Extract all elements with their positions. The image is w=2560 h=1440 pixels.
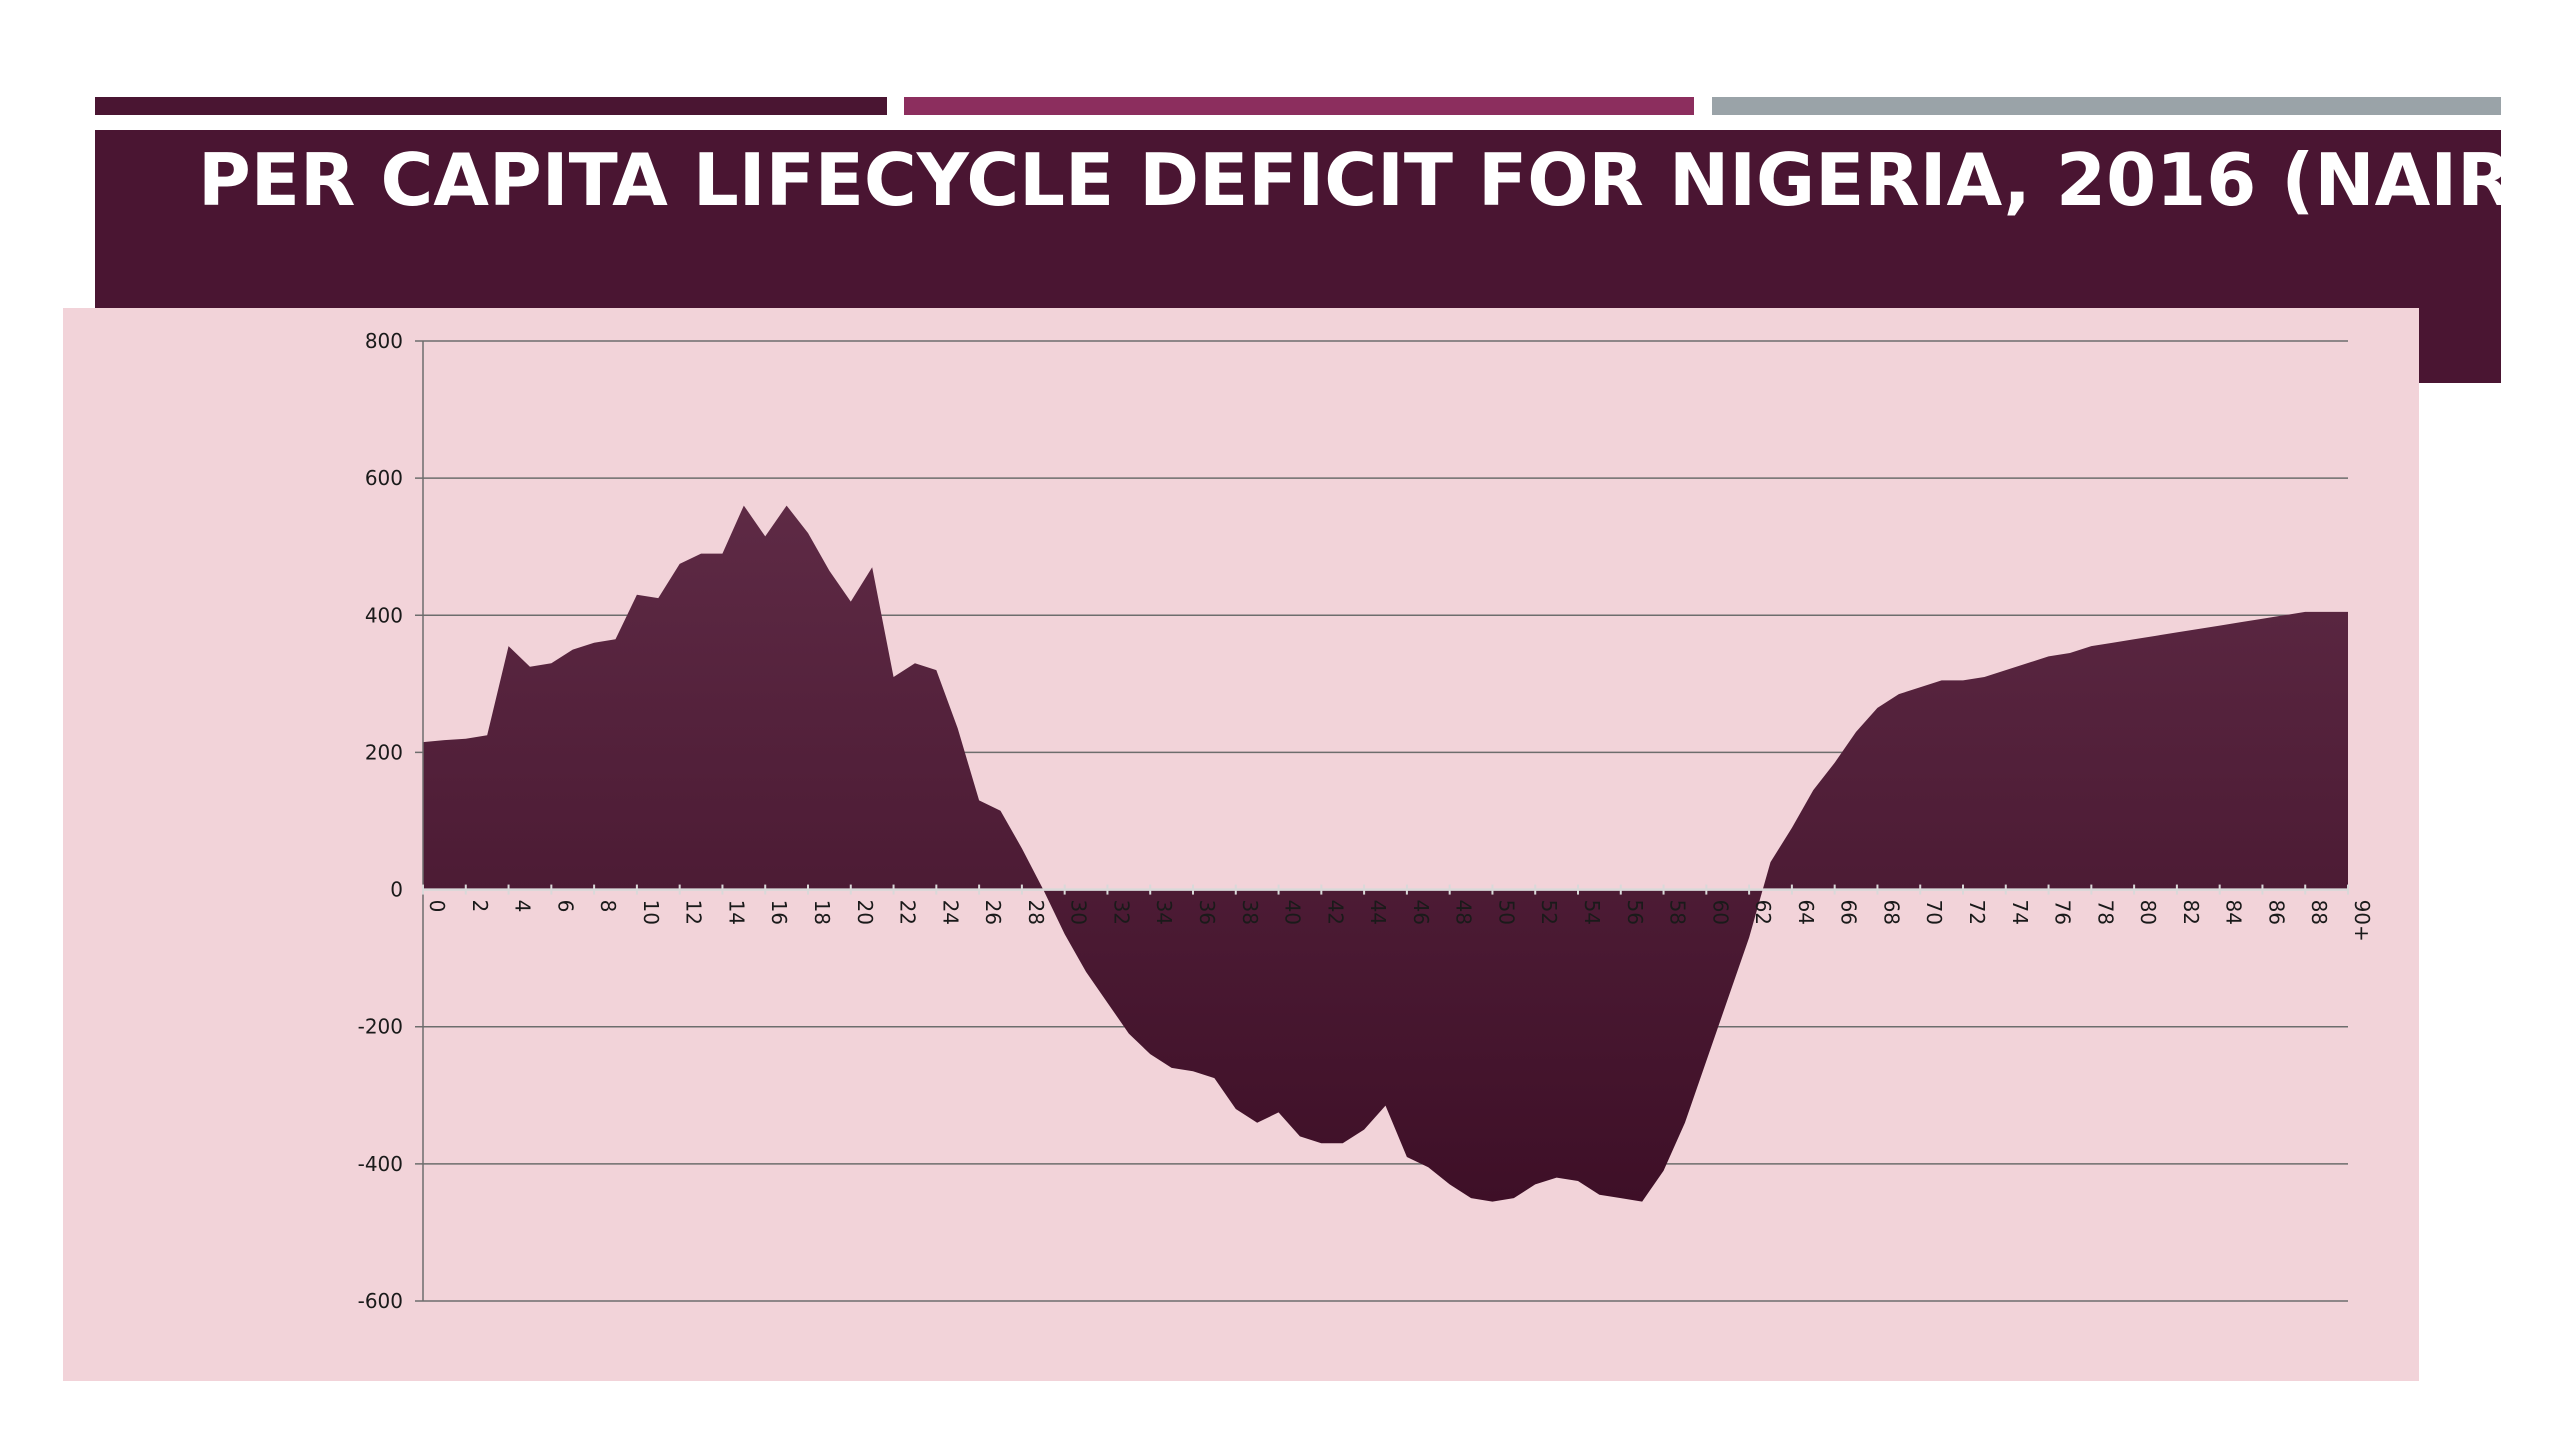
chart-panel: 800 600 400 200 0 -200 -400 -600 0 2 4 6 8 10 12 14 16 1… [63, 308, 2419, 1381]
x-tick-label: 14 [724, 900, 748, 925]
x-tick-label: 74 [2008, 900, 2032, 925]
slide-title: PER CAPITA LIFECYCLE DEFICIT FOR NIGERIA… [198, 138, 2560, 222]
x-tick-label: 12 [682, 900, 706, 925]
y-tick-labels: 800 600 400 200 0 -200 -400 -600 [358, 329, 403, 1313]
x-tick-label: 66 [1837, 900, 1861, 925]
x-tick-label: 82 [2179, 900, 2203, 925]
y-tick-label: 0 [390, 878, 403, 902]
x-tick-label: 30 [1067, 900, 1091, 925]
x-tick-label: 36 [1195, 900, 1219, 925]
x-tick-label: 88 [2307, 900, 2331, 925]
x-tick-label: 44 [1366, 900, 1390, 925]
x-tick-label: 24 [938, 900, 962, 925]
x-tick-label: 26 [981, 900, 1005, 925]
x-tick-label: 80 [2136, 900, 2160, 925]
x-tick-label: 70 [1922, 900, 1946, 925]
y-tick-label: -200 [358, 1015, 403, 1039]
x-tick-label: 86 [2264, 900, 2288, 925]
x-tick-label: 18 [810, 900, 834, 925]
x-tick-label: 50 [1494, 900, 1518, 925]
y-tick-label: 800 [365, 329, 403, 353]
x-tick-label: 4 [511, 900, 535, 913]
y-tick-label: 600 [365, 466, 403, 490]
x-tick-label: 90+ [2350, 900, 2374, 942]
x-tick-label: 84 [2222, 900, 2246, 925]
x-tick-label: 58 [1666, 900, 1690, 925]
x-tick-label: 20 [853, 900, 877, 925]
y-tick-label: 200 [365, 740, 403, 764]
x-tick-label: 72 [1965, 900, 1989, 925]
accent-bar-dark [95, 97, 887, 115]
x-tick-label: 16 [767, 900, 791, 925]
x-tick-label: 28 [1024, 900, 1048, 925]
x-tick-label: 76 [2051, 900, 2075, 925]
y-tick-label: -400 [358, 1152, 403, 1176]
y-tick-label: -600 [358, 1289, 403, 1313]
x-tick-label: 0 [425, 900, 449, 913]
x-tick-label: 56 [1623, 900, 1647, 925]
x-tick-label: 78 [2093, 900, 2117, 925]
accent-bar-magenta [904, 97, 1694, 115]
x-tick-label: 46 [1409, 900, 1433, 925]
x-tick-label: 40 [1281, 900, 1305, 925]
accent-bar-gray [1712, 97, 2501, 115]
x-tick-labels: 0 2 4 6 8 10 12 14 16 18 20 22 24 26 28 30 32 34 36 38 40 42 4… [425, 900, 2374, 942]
x-tick-label: 60 [1708, 900, 1732, 925]
x-tick-label: 10 [639, 900, 663, 925]
x-tick-label: 34 [1152, 900, 1176, 925]
x-tick-label: 68 [1879, 900, 1903, 925]
axes [422, 341, 2349, 1301]
x-tick-label: 38 [1238, 900, 1262, 925]
series-area-layer [423, 505, 2348, 1202]
x-tick-label: 64 [1794, 900, 1818, 925]
x-tick-label: 6 [553, 900, 577, 913]
y-tick-label: 400 [365, 603, 403, 627]
x-tick-label: 2 [468, 900, 492, 913]
series-area [423, 505, 2348, 1202]
x-tick-label: 42 [1323, 900, 1347, 925]
x-tick-label: 22 [896, 900, 920, 925]
x-tick-label: 52 [1537, 900, 1561, 925]
x-tick-label: 62 [1751, 900, 1775, 925]
x-tick-label: 54 [1580, 900, 1604, 925]
x-tick-label: 8 [596, 900, 620, 913]
x-tick-label: 48 [1452, 900, 1476, 925]
x-tick-label: 32 [1109, 900, 1133, 925]
